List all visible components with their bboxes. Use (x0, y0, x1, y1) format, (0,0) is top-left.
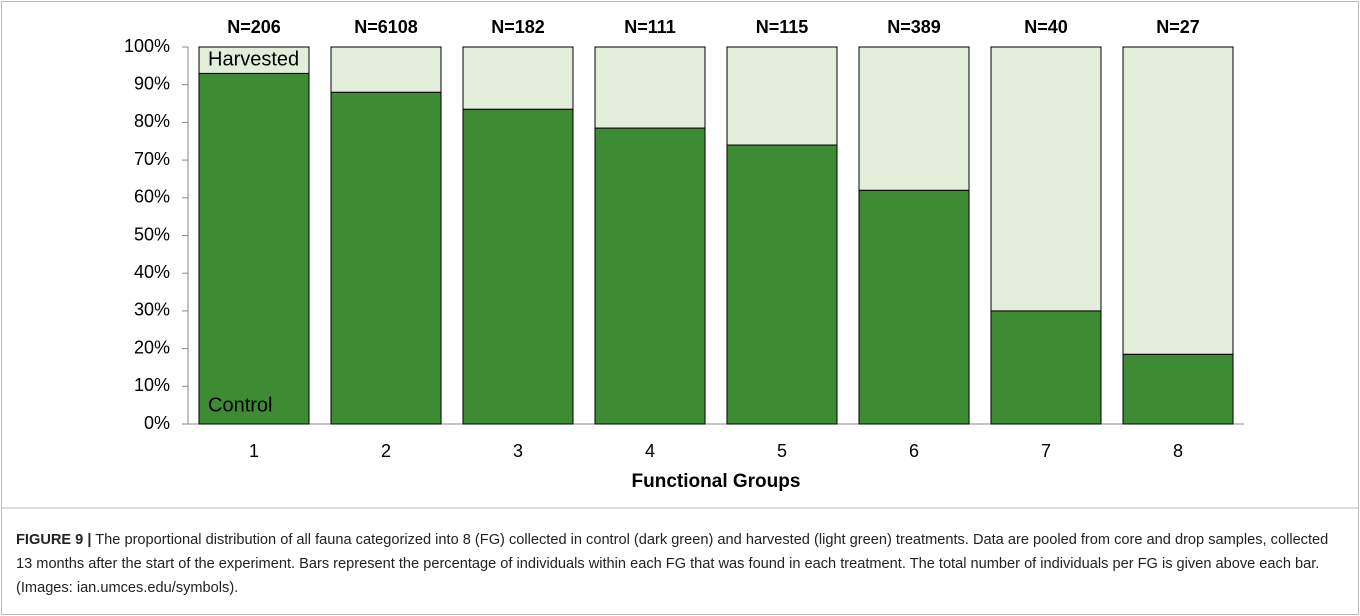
y-tick-label: 30% (134, 300, 170, 320)
x-tick-label: 2 (381, 441, 391, 461)
y-tick-label: 50% (134, 224, 170, 244)
bar-segment (858, 189, 970, 425)
n-annotation: N=389 (887, 17, 941, 37)
bar-segment (330, 46, 442, 93)
x-axis-title: Functional Groups (632, 471, 801, 492)
n-annotation: N=111 (624, 17, 676, 37)
bar-segment (594, 46, 706, 129)
series-label: Control (208, 394, 272, 416)
bar-segment (198, 46, 310, 74)
bar-segment (990, 46, 1102, 312)
bar-segment (726, 144, 838, 425)
x-tick-label: 5 (777, 441, 787, 461)
n-annotation: N=27 (1156, 17, 1200, 37)
n-annotation: N=6108 (354, 17, 418, 37)
y-tick-label: 80% (134, 111, 170, 131)
x-tick-label: 3 (513, 441, 523, 461)
y-tick-label: 40% (134, 262, 170, 282)
x-tick-label: 4 (645, 441, 655, 461)
caption-label: FIGURE 9 | (16, 532, 92, 548)
bar-segment (462, 46, 574, 110)
x-tick-label: 8 (1173, 441, 1183, 461)
series-label: Harvested (208, 48, 299, 70)
bar-segment (594, 127, 706, 425)
bar-segment (462, 108, 574, 425)
bar-segment (1122, 46, 1234, 355)
n-annotation: N=115 (756, 17, 809, 37)
n-annotation: N=182 (491, 17, 545, 37)
bar-segment (990, 310, 1102, 425)
bar-segment (858, 46, 970, 191)
x-tick-label: 7 (1041, 441, 1051, 461)
chart: Functional Groups 0% 10% 20% 30% 40% 50% 60% 70… (1, 17, 1358, 509)
y-tick-label: 100% (124, 36, 170, 56)
caption: FIGURE 9 | The proportional distribution… (16, 528, 1346, 600)
bar-segment (198, 72, 310, 425)
y-tick-label: 10% (134, 375, 170, 395)
bar-segment (330, 91, 442, 425)
n-annotation: N=206 (227, 17, 281, 37)
bar-segment (1122, 353, 1234, 425)
x-tick-label: 1 (249, 441, 259, 461)
x-tick-label: 6 (909, 441, 919, 461)
caption-text: The proportional distribution of all fau… (16, 532, 1329, 596)
n-annotation: N=40 (1024, 17, 1068, 37)
y-tick-label: 60% (134, 187, 170, 207)
y-tick-label: 70% (134, 149, 170, 169)
y-tick-label: 90% (134, 73, 170, 93)
bar-segment (726, 46, 838, 146)
y-tick-label: 20% (134, 337, 170, 357)
y-tick-label: 0% (144, 413, 170, 433)
